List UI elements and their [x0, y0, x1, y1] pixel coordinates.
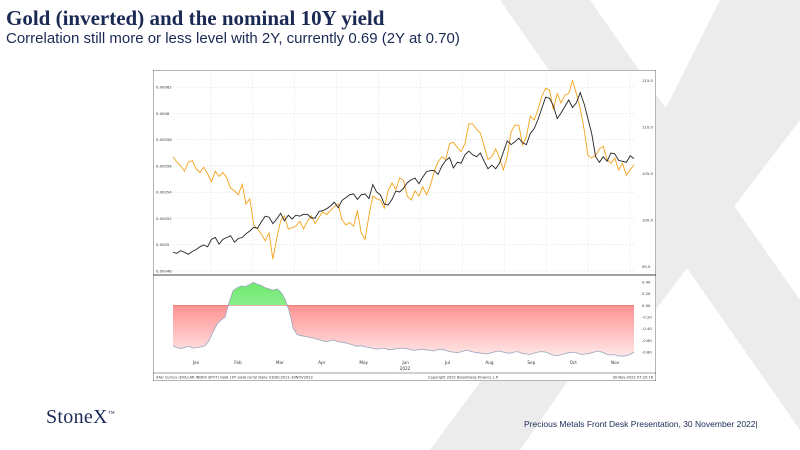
chart-svg: 0.00062 0.0006 0.00058 0.00056 0.00054 0.0005… [153, 70, 656, 381]
right-axis-tick-label: 110.0 [642, 124, 653, 129]
chart-footer-middle: Copyright 2022 Bloomberg Finance L.P. [428, 376, 499, 380]
x-axis-month-label: Sep [527, 360, 535, 365]
correlation-area-positive [173, 282, 634, 306]
bloomberg-chart: 0.00062 0.0006 0.00058 0.00056 0.00054 0.0005… [153, 70, 656, 381]
correlation-tick-label: -0.40 [642, 326, 652, 331]
left-axis-tick-label: 0.00062 [156, 85, 172, 90]
right-axis-tick-label: 100.0 [642, 217, 653, 222]
correlation-line [172, 282, 635, 357]
right-axis-tick-label: 95.0 [642, 264, 651, 269]
correlation-tick-label: -0.60 [642, 338, 652, 343]
chart-footer-left: XAU Curncy (DOLLAR INDEX SPOT) Gold 10Y … [156, 376, 313, 380]
correlation-tick-label: -0.80 [642, 350, 652, 355]
left-axis-tick-label: 0.0005 [156, 242, 170, 247]
x-axis-month-label: Jan [192, 360, 200, 365]
left-axis-tick-label: 0.0006 [156, 111, 170, 116]
left-axis-tick-label: 0.00058 [156, 137, 172, 142]
left-axis-tick-label: 0.00056 [156, 163, 172, 168]
correlation-tick-label: 0.20 [642, 291, 651, 296]
x-axis-month-label: Apr [318, 360, 326, 365]
brand-name: StoneX [46, 406, 108, 428]
footer-text: Precious Metals Front Desk Presentation,… [524, 419, 758, 429]
right-axis-tick-label: 105.0 [642, 171, 653, 176]
x-axis-month-label: Mar [276, 360, 284, 365]
series-line-10y-yield [172, 91, 635, 255]
series-line-gold-inverted [172, 79, 635, 260]
slide-title: Gold (inverted) and the nominal 10Y yiel… [6, 6, 385, 30]
x-axis-month-label: Aug [485, 360, 494, 365]
x-axis-month-label: Jul [444, 360, 450, 365]
slide-subtitle: Correlation still more or less level wit… [6, 30, 460, 47]
stonex-logo: StoneX™ [46, 406, 115, 428]
left-axis-tick-label: 0.00048 [156, 269, 172, 274]
left-axis-tick-label: 0.00052 [156, 216, 172, 221]
correlation-tick-label: -0.20 [642, 315, 652, 320]
x-axis-month-label: Feb [234, 360, 242, 365]
x-axis-month-label: Oct [570, 360, 578, 365]
correlation-tick-label: 0.40 [642, 279, 651, 284]
correlation-area-negative [173, 305, 634, 357]
x-axis-month-label: Jun [401, 360, 409, 365]
x-axis-month-label: Nov [611, 360, 620, 365]
x-axis-year-label: 2022 [400, 366, 411, 371]
chart-footer-right: 30-Nov-2022 07:20:16 [612, 376, 653, 380]
x-axis-month-label: May [359, 360, 368, 365]
correlation-tick-label: 0.00 [642, 303, 651, 308]
left-axis-tick-label: 0.00054 [156, 190, 172, 195]
right-axis-tick-label: 115.0 [642, 78, 653, 83]
